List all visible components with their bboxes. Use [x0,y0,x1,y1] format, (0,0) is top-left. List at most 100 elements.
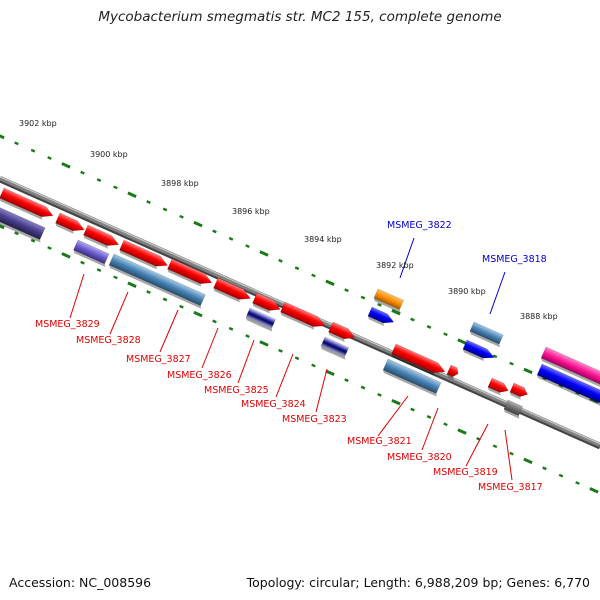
leader-line [201,327,219,369]
minor-tick [377,392,382,397]
kbp-label: 3888 kbp [520,312,558,321]
minor-tick [179,214,184,219]
upper-tick-track [0,134,599,404]
minor-tick [575,391,580,395]
major-tick [259,340,269,347]
minor-tick [228,326,234,331]
minor-tick [426,324,432,329]
minor-tick [30,238,36,243]
topology-text: Topology: circular; Length: 6,988,209 bp… [246,575,590,590]
cds-3820-small [446,364,459,380]
major-tick [589,487,599,494]
minor-tick [245,244,250,249]
gene-label: MSMEG_3818 [482,254,547,265]
gene-label: MSMEG_3828 [76,335,141,346]
minor-tick [278,348,283,353]
minor-tick [426,414,432,419]
lower-tick-track [0,224,599,494]
major-tick [61,162,71,169]
minor-tick [377,302,382,307]
minor-tick [492,444,498,449]
cds-3825-secondary [245,307,276,332]
minor-tick [245,334,250,339]
major-tick [127,281,137,288]
minor-tick [80,260,85,265]
cds-3818-steel [469,321,504,348]
cds-3829-secondary [0,204,46,243]
minor-tick [575,481,580,485]
minor-tick [558,383,564,388]
minor-tick [360,385,366,390]
gene-label: MSMEG_3817 [478,482,543,493]
minor-tick [14,141,19,146]
kbp-label: 3890 kbp [448,287,486,296]
minor-tick [113,275,118,280]
major-tick [325,279,335,287]
leader-line [489,271,506,315]
cds-3819 [487,377,509,396]
gene-label: MSMEG_3822 [387,220,452,231]
minor-tick [443,422,448,427]
gene-label: MSMEG_3827 [126,354,191,365]
minor-tick [278,258,283,263]
cds-3820-secondary [382,358,442,397]
minor-tick [294,356,300,361]
cds-3822-blue [367,306,395,327]
gene-features [0,187,600,419]
major-tick [259,250,269,257]
leader-line [504,429,513,481]
minor-tick [443,332,448,337]
minor-tick [509,361,514,366]
cds-3822-red [328,321,355,343]
cds-3826 [167,258,213,287]
minor-tick [311,363,316,368]
cds-3822-orange [373,288,404,313]
minor-tick [212,229,217,234]
cds-right-magenta [540,346,600,390]
major-tick [325,369,335,377]
minor-tick [212,319,217,324]
leader-line [465,423,489,467]
cds-3828-secondary [73,239,110,267]
major-tick [0,134,5,140]
minor-tick [80,170,85,175]
cds-3828-upper [55,212,85,234]
minor-tick [179,304,184,309]
major-tick [391,399,401,406]
minor-tick [344,378,349,383]
leader-line [275,353,294,398]
major-tick [193,310,203,318]
gene-labels: MSMEG_3829 MSMEG_3828 MSMEG_3827 MSMEG_3826… [35,220,547,493]
leader-line [377,395,409,437]
leader-line [399,237,415,279]
minor-tick [30,148,36,153]
gene-label: MSMEG_3820 [387,452,452,463]
cds-3823-secondary [320,336,350,360]
leader-line [237,339,255,384]
gene-label: MSMEG_3826 [167,370,232,381]
leader-line [159,309,179,353]
cds-3817-secondary [503,399,523,419]
kbp-scale-labels: 3902 kbp 3900 kbp 3898 kbp 3896 kbp 3894 kbp… [19,119,558,321]
gene-label: MSMEG_3821 [347,436,412,447]
major-tick [391,309,401,316]
gene-label: MSMEG_3825 [204,385,269,396]
leader-line [315,368,328,413]
gene-label: MSMEG_3824 [241,399,306,410]
minor-tick [47,246,52,250]
map-title: Mycobacterium smegmatis str. MC2 155, co… [98,9,502,25]
minor-tick [146,290,151,294]
major-tick [457,428,467,435]
cds-3824 [252,292,281,314]
minor-tick [294,266,300,271]
gene-label: MSMEG_3823 [282,414,347,425]
cds-3829 [0,187,54,220]
cds-3827-secondary [108,253,206,309]
minor-tick [410,407,415,412]
minor-tick [492,354,498,359]
tick-tracks [0,134,599,494]
kbp-label: 3898 kbp [161,179,199,188]
cds-3825 [213,277,251,303]
minor-tick [344,288,349,293]
label-leader-lines [69,237,513,481]
